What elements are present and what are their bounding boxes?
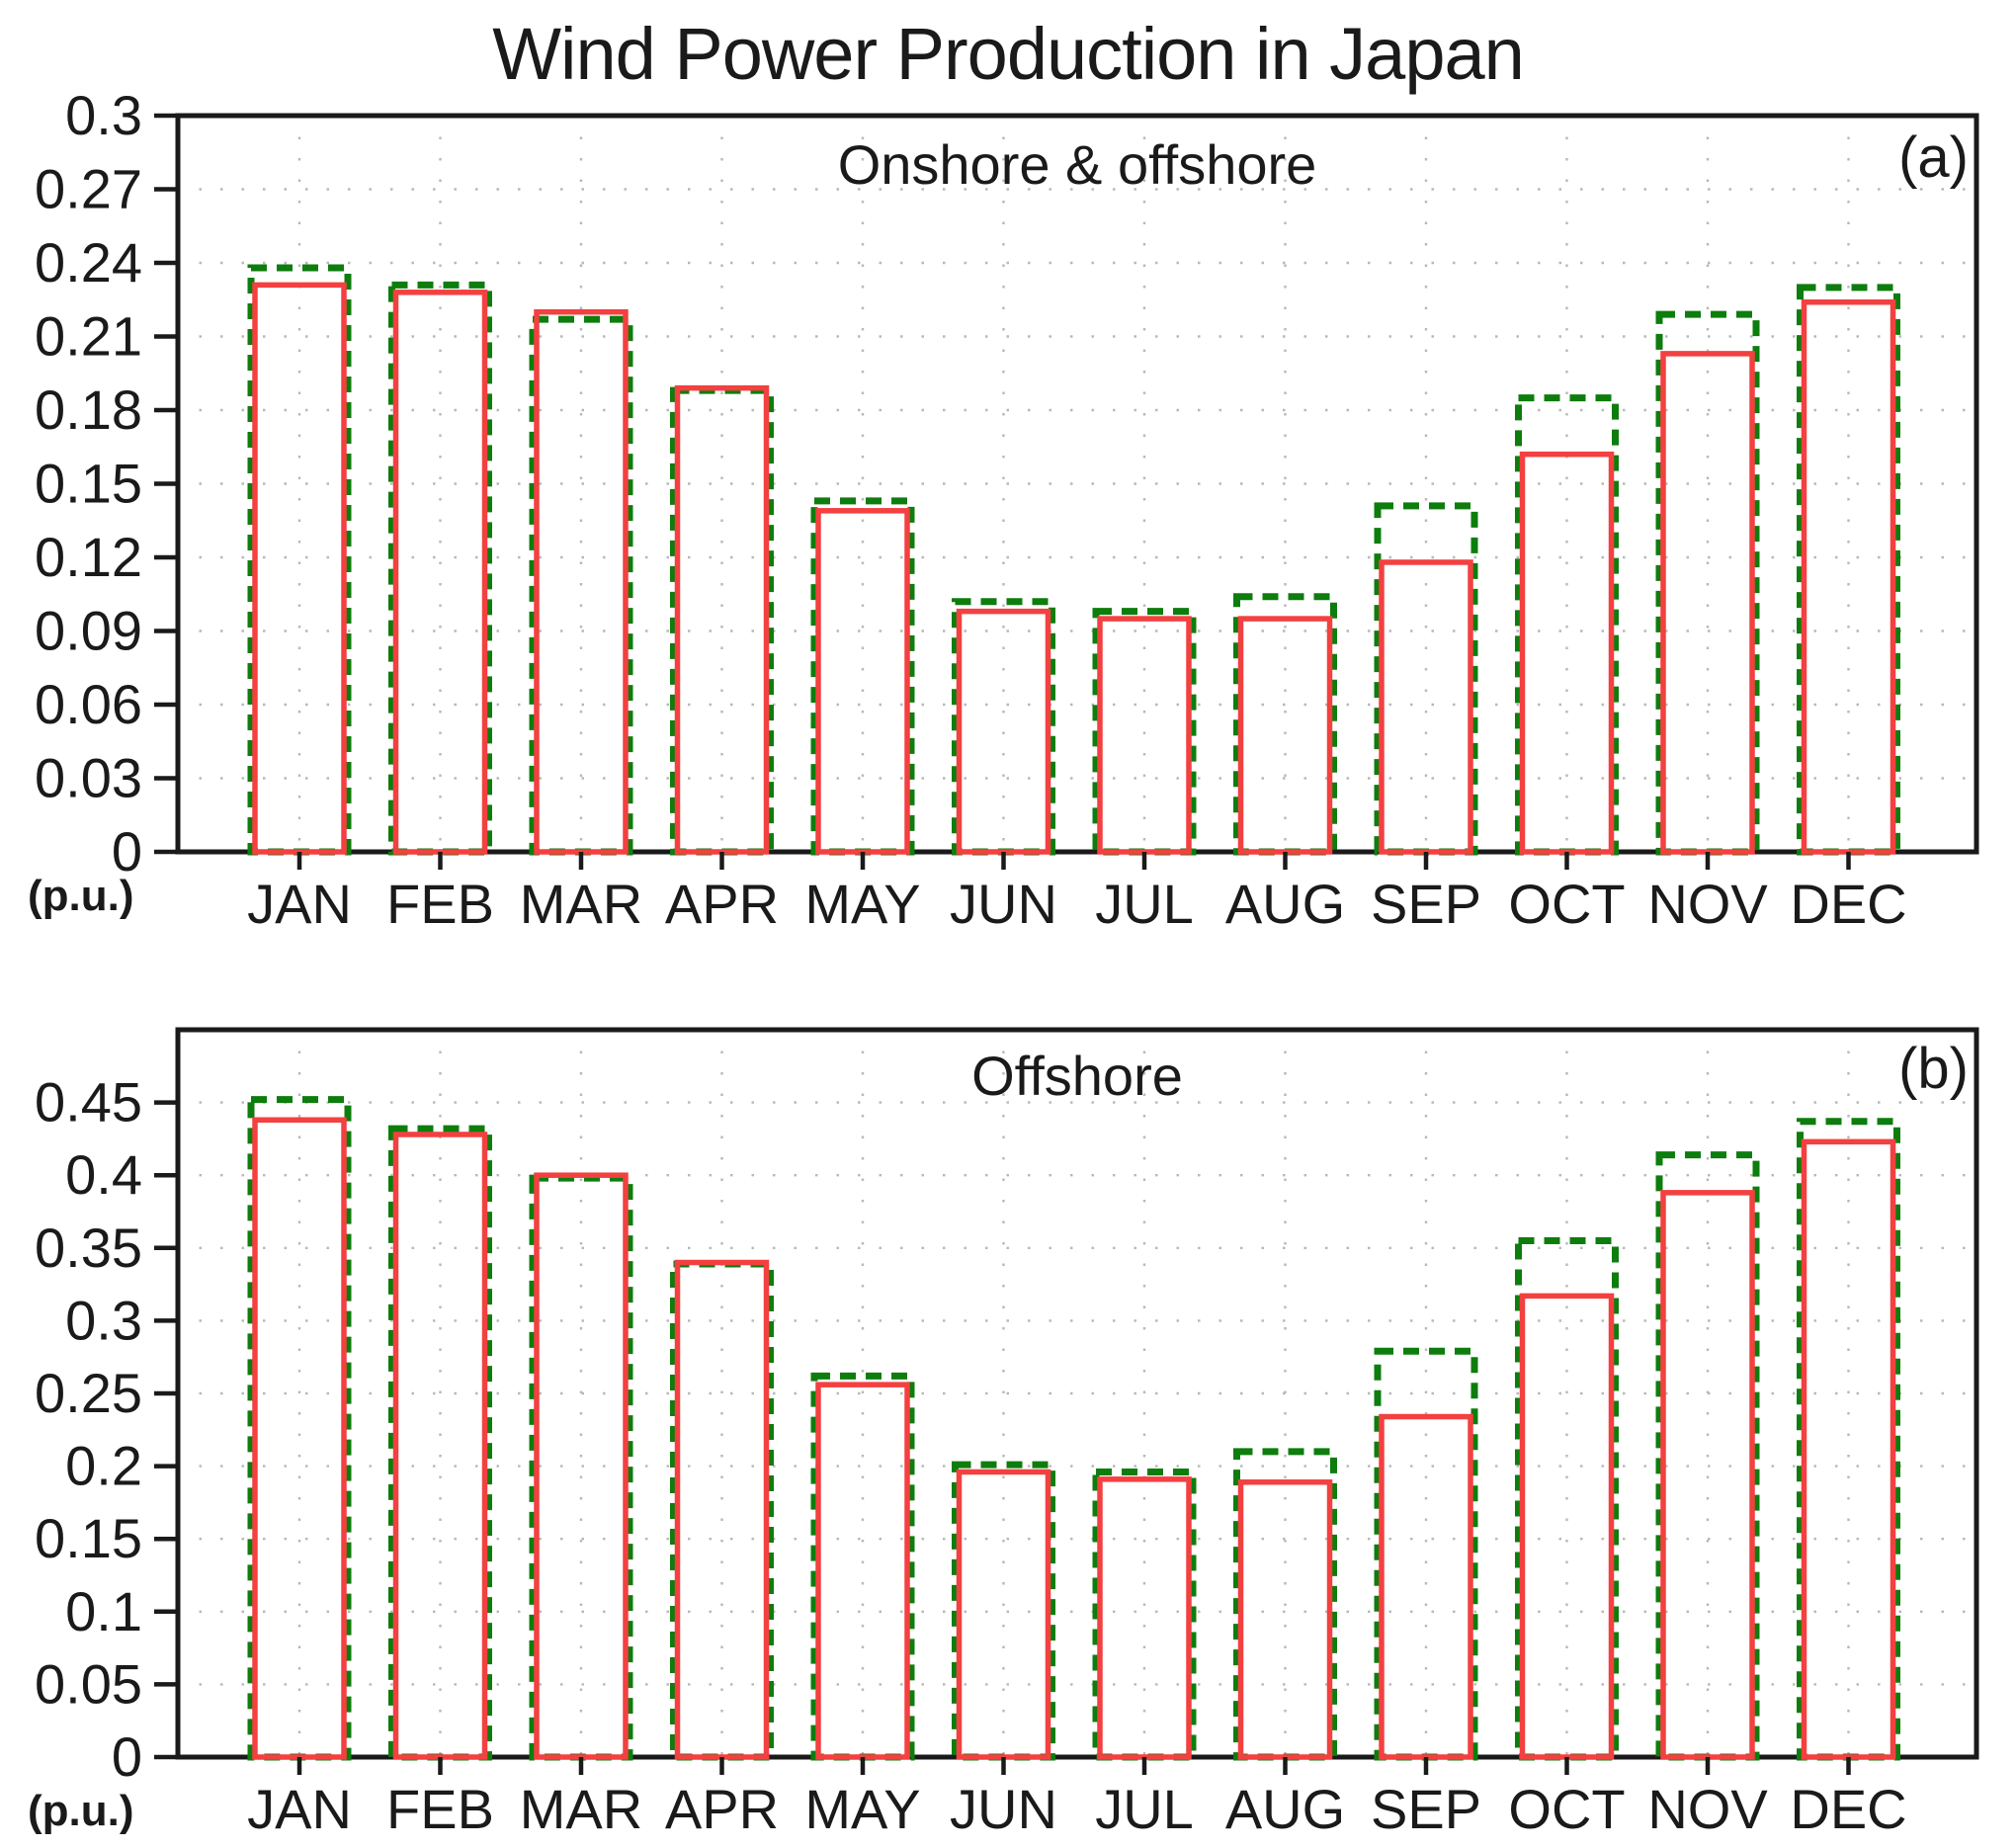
bar-outline-green-feb	[388, 281, 492, 856]
x-tick-label-dec: DEC	[1790, 1778, 1906, 1840]
bar-outline-green-sep	[1374, 1347, 1478, 1761]
bar-outline-green-jun	[952, 1461, 1055, 1761]
y-tick-label: 0.35	[35, 1217, 142, 1279]
panel-b-label: (b)	[1898, 1037, 1969, 1101]
x-tick-label-jan: JAN	[247, 1778, 352, 1840]
panel-a-plot: 0 0.03 0.06 0.09 0.12 0.15 0.18 0.21 0.24 0.27 0.3…	[35, 84, 1979, 935]
y-tick-label: 0.24	[35, 231, 142, 294]
bar-outline-red-apr	[674, 1259, 770, 1760]
bar-outline-red-jun	[956, 1469, 1051, 1760]
bar-outline-red-may	[815, 1382, 910, 1760]
bar-outline-green-may	[810, 497, 915, 856]
y-tick-label: 0.25	[35, 1362, 142, 1424]
panel-a-unit-label: (p.u.)	[28, 872, 134, 920]
panel-b-subtitle: Offshore	[971, 1045, 1183, 1107]
y-tick-label: 0	[112, 1725, 142, 1788]
x-tick-label-mar: MAR	[520, 1778, 642, 1840]
bar-outline-red-dec	[1801, 1138, 1896, 1760]
x-tick-label-jan: JAN	[247, 873, 352, 935]
panel-b-unit-label: (p.u.)	[28, 1787, 134, 1835]
bar-outline-red-oct	[1519, 451, 1615, 855]
x-tick-label-jun: JUN	[950, 873, 1057, 935]
y-tick-label: 0.05	[35, 1652, 142, 1715]
y-tick-label: 0.15	[35, 1507, 142, 1569]
bar-outline-green-jan	[247, 264, 352, 856]
bar-outline-green-jul	[1092, 1468, 1197, 1761]
y-tick-label: 0.12	[35, 526, 142, 588]
bar-outline-green-dec	[1797, 284, 1900, 856]
panel-a-subtitle: Onshore & offshore	[837, 133, 1317, 196]
y-tick-label: 0	[112, 820, 142, 882]
figure-title: Wind Power Production in Japan	[492, 13, 1525, 95]
x-tick-label-aug: AUG	[1225, 1778, 1345, 1840]
y-tick-label: 0.09	[35, 600, 142, 662]
bar-outline-red-oct	[1519, 1293, 1615, 1760]
x-tick-label-jun: JUN	[950, 1778, 1057, 1840]
y-tick-label: 0.4	[65, 1143, 142, 1206]
bar-outline-red-jan	[252, 282, 347, 855]
x-tick-label-apr: APR	[665, 1778, 779, 1840]
y-tick-label: 0.06	[35, 673, 142, 735]
bar-outline-red-dec	[1801, 298, 1896, 855]
bar-outline-red-jul	[1097, 1476, 1192, 1760]
x-tick-label-nov: NOV	[1647, 873, 1768, 935]
x-tick-label-nov: NOV	[1647, 1778, 1768, 1840]
bar-outline-red-nov	[1660, 1190, 1755, 1760]
y-tick-label: 0.15	[35, 453, 142, 515]
x-tick-label-feb: FEB	[386, 873, 494, 935]
x-tick-label-feb: FEB	[386, 1778, 494, 1840]
x-tick-label-mar: MAR	[520, 873, 642, 935]
bar-outline-red-aug	[1237, 1479, 1333, 1760]
y-tick-label: 0.1	[65, 1580, 142, 1642]
x-tick-label-dec: DEC	[1790, 873, 1906, 935]
y-tick-label: 0.03	[35, 747, 142, 809]
bar-outline-red-sep	[1379, 1413, 1473, 1760]
bar-outline-green-aug	[1233, 593, 1337, 856]
bar-outline-green-oct	[1515, 394, 1619, 856]
bar-outline-red-jan	[252, 1117, 347, 1760]
x-tick-label-oct: OCT	[1508, 873, 1625, 935]
y-tick-label: 0.18	[35, 378, 142, 441]
x-tick-label-jul: JUL	[1095, 873, 1194, 935]
y-tick-label: 0.2	[65, 1435, 142, 1497]
bar-outline-green-jan	[247, 1096, 352, 1761]
x-tick-label-sep: SEP	[1371, 1778, 1481, 1840]
x-tick-label-may: MAY	[804, 1778, 920, 1840]
y-tick-label: 0.21	[35, 305, 142, 368]
x-tick-label-sep: SEP	[1371, 873, 1481, 935]
bar-outline-green-sep	[1374, 502, 1478, 856]
bar-outline-red-feb	[392, 290, 488, 855]
x-tick-label-may: MAY	[804, 873, 920, 935]
plot-frame	[175, 113, 1979, 855]
y-tick-label: 0.27	[35, 158, 142, 220]
bar-outline-red-feb	[392, 1132, 488, 1760]
y-tick-label: 0.3	[65, 1289, 142, 1351]
bar-outline-green-mar	[529, 315, 633, 856]
x-tick-label-apr: APR	[665, 873, 779, 935]
bar-outline-green-dec	[1797, 1118, 1900, 1761]
panel-a-label: (a)	[1898, 126, 1969, 190]
x-tick-label-oct: OCT	[1508, 1778, 1625, 1840]
panel-b-plot: 0 0.05 0.1 0.15 0.2 0.25 0.3 0.35 0.4 0.45 JAN FEB M…	[35, 1027, 1979, 1840]
x-tick-label-jul: JUL	[1095, 1778, 1194, 1840]
bar-outline-red-mar	[534, 1172, 629, 1760]
y-tick-label: 0.45	[35, 1071, 142, 1134]
bar-outline-green-may	[810, 1372, 915, 1761]
bar-outline-green-jun	[952, 598, 1055, 856]
y-tick-label: 0.3	[65, 84, 142, 146]
x-tick-label-aug: AUG	[1225, 873, 1345, 935]
bar-outline-green-apr	[670, 1260, 774, 1761]
bar-outline-green-apr	[670, 386, 774, 856]
